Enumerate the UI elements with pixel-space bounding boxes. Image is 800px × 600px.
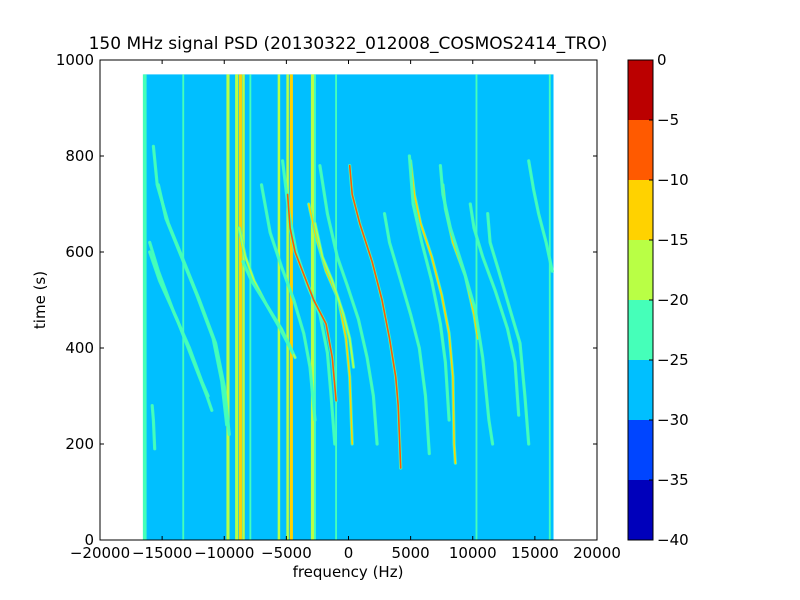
signal-trace <box>469 203 520 416</box>
interference-line <box>249 74 252 540</box>
x-tick-label: −10000 <box>194 544 254 562</box>
colorbar-segment <box>628 240 653 300</box>
interference-line <box>335 74 338 540</box>
signal-trace <box>319 164 378 445</box>
colorbar-segment <box>628 60 653 120</box>
interference-line <box>238 74 242 540</box>
signal-trace <box>409 160 457 464</box>
x-tick-label: 10000 <box>449 544 497 562</box>
x-axis-label: frequency (Hz) <box>293 563 404 581</box>
y-tick-label: 0 <box>84 531 94 549</box>
colorbar-segment <box>628 180 653 240</box>
heatmap-region <box>143 74 554 540</box>
interference-line <box>475 74 478 540</box>
colorbar-segment <box>628 300 653 360</box>
y-axis-label: time (s) <box>31 271 49 329</box>
signal-trace <box>286 193 337 402</box>
signal-trace <box>439 164 494 445</box>
colorbar-tick-label: −5 <box>657 111 679 129</box>
signal-trace <box>260 184 316 421</box>
colorbar-tick-label: −25 <box>657 351 689 369</box>
interference-line <box>310 74 315 540</box>
interference-line <box>548 74 551 540</box>
y-tick-label: 1000 <box>56 51 94 69</box>
x-axis: −20000 −15000 −10000 −5000 0 5000 10000 15000 20… <box>70 60 621 562</box>
x-tick-label: 0 <box>344 544 354 562</box>
x-tick-label: −5000 <box>261 544 312 562</box>
interference-line <box>142 74 147 540</box>
interference-lines <box>142 74 551 540</box>
interference-line <box>182 74 185 540</box>
colorbar: −40 −35 −30 −25 −20 −15 −10 −5 0 <box>627 51 689 549</box>
colorbar-tick-label: −10 <box>657 171 689 189</box>
colorbar-tick-label: −15 <box>657 231 689 249</box>
chart-title: 150 MHz signal PSD (20130322_012008_COSM… <box>89 34 608 54</box>
x-tick-label: −20000 <box>70 544 130 562</box>
signal-trace <box>157 184 228 426</box>
y-tick-label: 800 <box>65 147 94 165</box>
signal-trace <box>527 160 554 272</box>
colorbar-segment <box>628 120 653 180</box>
x-tick-label: 15000 <box>511 544 559 562</box>
interference-line <box>226 74 230 540</box>
signal-trace <box>408 155 450 421</box>
signal-trace <box>148 251 213 412</box>
y-axis: 0 200 400 600 800 1000 <box>56 51 597 549</box>
colorbar-tick-label: −30 <box>657 411 689 429</box>
colorbar-segment <box>628 360 653 420</box>
colorbar-segment <box>628 420 653 480</box>
y-tick-label: 200 <box>65 435 94 453</box>
interference-line <box>235 74 239 540</box>
y-tick-label: 400 <box>65 339 94 357</box>
interference-line <box>314 74 316 540</box>
x-tick-label: 20000 <box>573 544 621 562</box>
x-tick-label: −15000 <box>132 544 192 562</box>
signal-trace <box>151 404 156 450</box>
colorbar-tick-label: −40 <box>657 531 689 549</box>
plot-area <box>142 74 554 540</box>
colorbar-tick-label: 0 <box>657 51 667 69</box>
colorbar-segment <box>628 480 653 540</box>
colorbar-tick-label: −20 <box>657 291 689 309</box>
signal-traces <box>148 144 554 470</box>
interference-line <box>286 74 289 540</box>
interference-line <box>289 74 293 540</box>
signal-trace <box>383 212 431 455</box>
signal-trace <box>486 212 530 445</box>
signal-trace <box>314 222 355 368</box>
colorbar-tick-label: −35 <box>657 471 689 489</box>
y-tick-label: 600 <box>65 243 94 261</box>
x-tick-label: 5000 <box>392 544 430 562</box>
signal-trace <box>348 164 402 469</box>
interference-line <box>277 74 281 540</box>
heatmap-background <box>143 74 554 540</box>
interference-line <box>242 74 245 540</box>
signal-trace <box>242 260 294 354</box>
